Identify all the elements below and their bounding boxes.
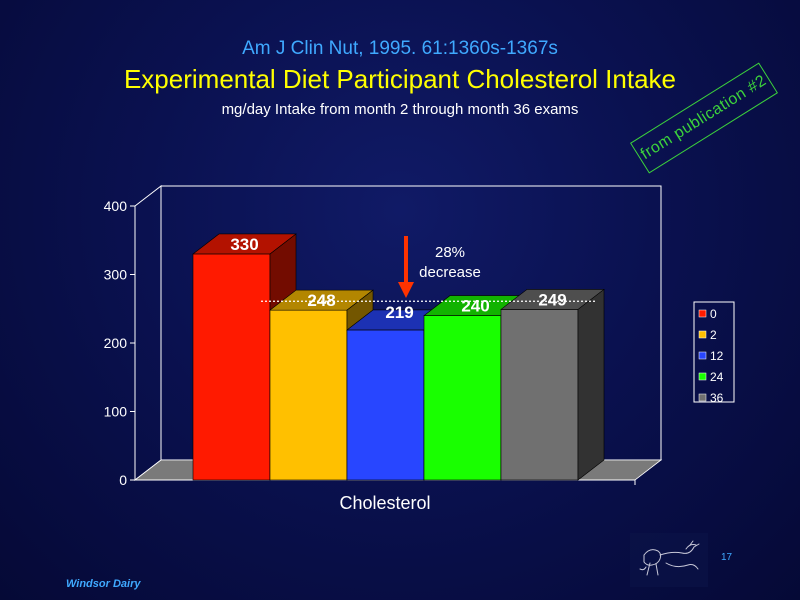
legend-swatch: [698, 309, 707, 318]
y-tick-label: 300: [104, 267, 128, 283]
annotation-percent: 28%: [435, 244, 465, 261]
x-category-label: Cholesterol: [339, 493, 430, 513]
data-label: 330: [230, 235, 258, 254]
data-label: 240: [461, 297, 489, 316]
bar-side: [577, 288, 605, 481]
cow-sketch-icon: [630, 533, 708, 587]
legend-swatch: [698, 351, 707, 360]
page-number: 17: [721, 552, 733, 563]
page-title: Experimental Diet Participant Cholestero…: [123, 64, 677, 94]
legend-label: 12: [710, 349, 724, 363]
bar-front: [192, 253, 271, 481]
bar-36: [500, 288, 605, 481]
legend-label: 0: [710, 307, 717, 321]
subtitle: mg/day Intake from month 2 through month…: [221, 101, 579, 118]
y-tick-label: 400: [104, 198, 128, 214]
data-label: 249: [538, 290, 566, 309]
legend-swatch: [698, 372, 707, 381]
footer-brand: Windsor Dairy: [66, 578, 141, 590]
legend-swatch: [698, 330, 707, 339]
y-tick-label: 200: [104, 335, 128, 351]
chart-side-wall: [134, 184, 162, 482]
legend-label: 24: [710, 370, 724, 384]
legend-box: [693, 301, 735, 403]
citation: Am J Clin Nut, 1995. 61:1360s-1367s: [242, 38, 558, 59]
bar-front: [346, 329, 425, 481]
bar-front: [269, 309, 348, 481]
legend-label: 2: [710, 328, 717, 342]
y-tick-label: 100: [104, 404, 128, 420]
data-label: 219: [385, 303, 413, 322]
annotation-text: decrease: [419, 264, 481, 281]
bar-front: [423, 315, 502, 481]
legend-label: 36: [710, 391, 724, 405]
decrease-arrow-head: [398, 282, 414, 298]
y-tick-label: 0: [119, 472, 127, 488]
legend-swatch: [698, 393, 707, 402]
bar-front: [500, 309, 579, 481]
